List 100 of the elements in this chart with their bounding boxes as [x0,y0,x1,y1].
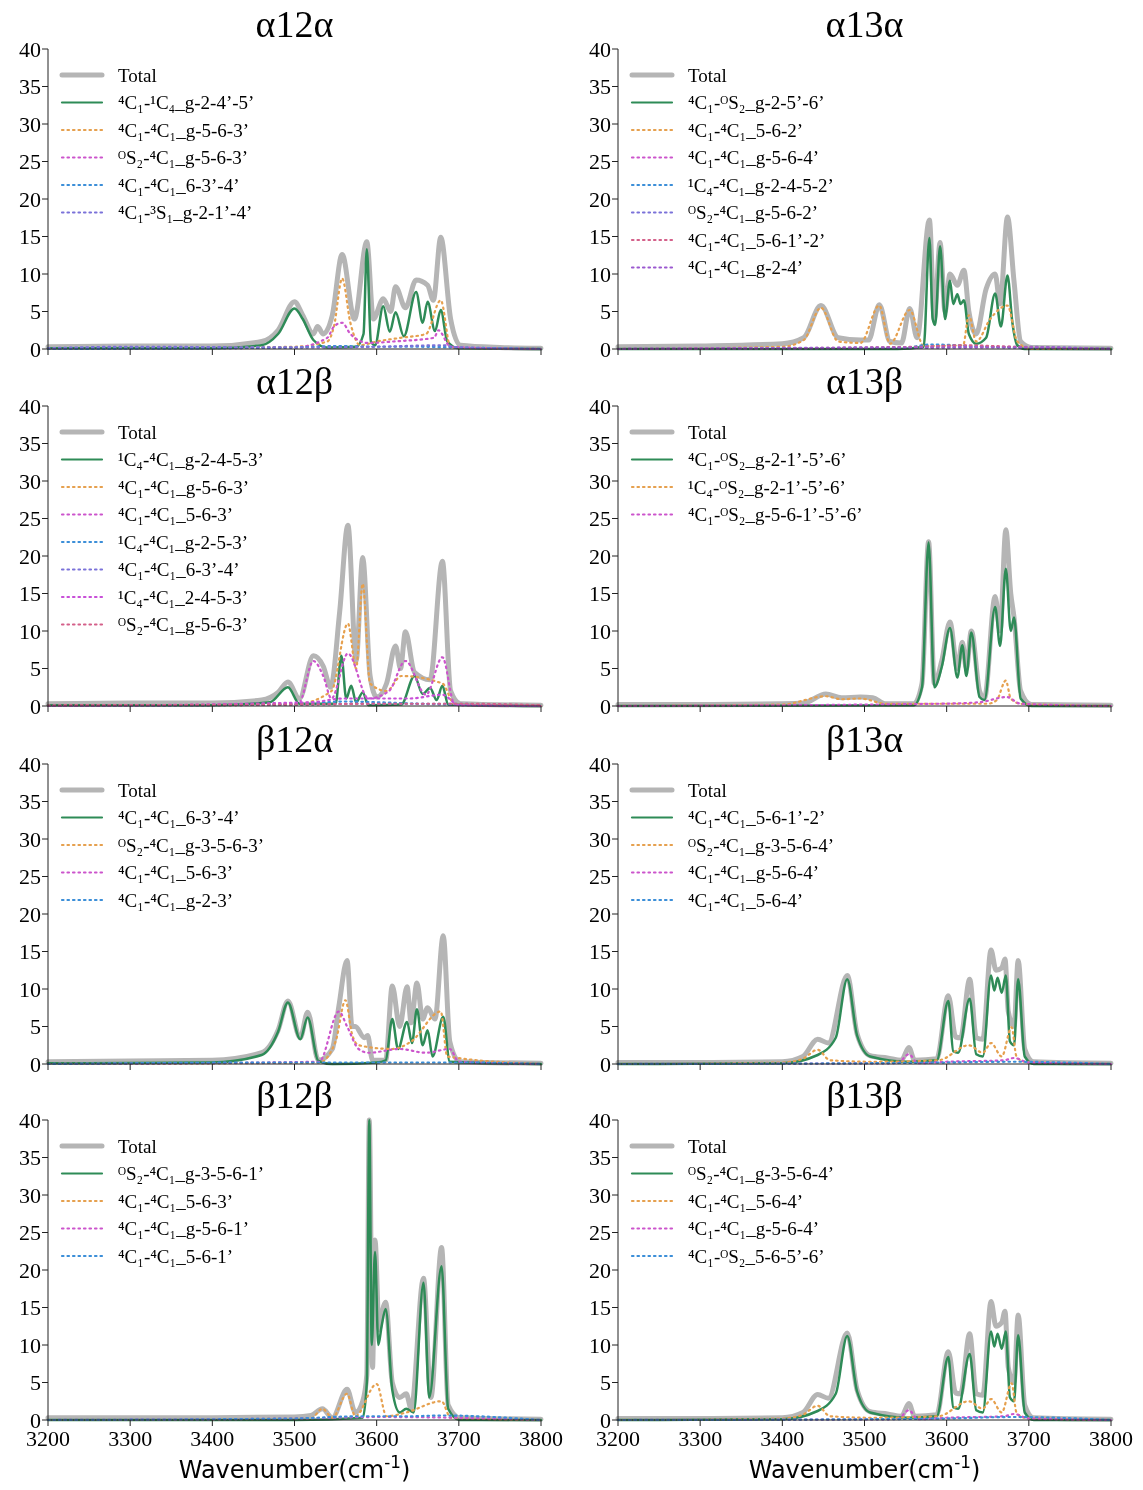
y-tick-label: 0 [30,693,41,719]
legend-label: ᴼS₂-⁴C₁_g-5-6-3’ [118,147,249,169]
chart-title: β13β [826,1074,903,1116]
x-tick-label: 3300 [678,1426,723,1451]
x-tick-label: 3700 [436,1426,481,1451]
y-tick-label: 30 [19,1182,41,1208]
y-tick-label: 40 [19,1107,41,1133]
legend-label: ⁴C₁-³S₁_g-2-1’-4’ [118,202,253,224]
legend-label: ⁴C₁-⁴C₁_5-6-3’ [118,1190,234,1212]
chart-title: β13α [825,718,904,760]
legend-label: ⁴C₁-⁴C₁_6-3’-4’ [118,174,240,196]
y-tick-label: 0 [600,1051,611,1077]
y-tick-label: 10 [589,261,611,287]
y-tick-label: 40 [19,751,41,777]
x-tick-label: 3800 [519,1426,563,1451]
x-tick-label: 3500 [842,1426,887,1451]
y-tick-label: 40 [589,393,611,419]
legend-label: ᴼS₂-⁴C₁_g-5-6-2’ [688,202,819,224]
y-tick-label: 15 [589,1295,611,1321]
y-tick-label: 20 [589,186,611,212]
y-tick-label: 20 [19,1257,41,1283]
legend-label: ¹C₄-⁴C₁_g-2-4-5-2’ [688,174,834,196]
legend-label: ᴼS₂-⁴C₁_g-3-5-6-4’ [688,834,835,856]
y-tick-label: 20 [19,543,41,569]
y-tick-label: 40 [589,36,611,62]
y-tick-label: 35 [19,74,41,100]
legend-label: Total [688,64,727,86]
legend-label: Total [118,64,157,86]
x-tick-label: 3600 [924,1426,969,1451]
y-tick-label: 20 [19,901,41,927]
y-tick-label: 15 [19,939,41,965]
y-tick-label: 35 [19,1145,41,1171]
legend-label: ⁴C₁-⁴C₁_5-6-3’ [118,504,234,526]
legend-label: ⁴C₁-⁴C₁_5-6-1’-2’ [688,807,826,829]
y-tick-label: 35 [589,789,611,815]
y-tick-label: 0 [600,1407,611,1433]
legend-label: ⁴C₁-⁴C₁_5-6-4’ [688,1190,804,1212]
legend-label: ⁴C₁-⁴C₁_6-3’-4’ [118,807,240,829]
y-tick-label: 0 [30,1407,41,1433]
legend-label: ᴼS₂-⁴C₁_g-5-6-3’ [118,614,249,636]
legend-label: Total [688,421,727,443]
y-tick-label: 30 [589,111,611,137]
y-tick-label: 35 [19,431,41,457]
y-tick-label: 0 [600,336,611,362]
y-tick-label: 5 [30,1014,41,1040]
y-tick-label: 30 [19,826,41,852]
legend-label: ⁴C₁-⁴C₁_5-6-1’ [118,1245,234,1267]
y-tick-label: 25 [19,1220,41,1246]
y-tick-label: 10 [589,618,611,644]
y-tick-label: 10 [19,976,41,1002]
x-tick-label: 3700 [1006,1426,1051,1451]
legend-label: ⁴C₁-⁴C₁_g-5-6-4’ [688,1218,819,1240]
x-tick-label: 3500 [272,1426,317,1451]
y-tick-label: 20 [589,1257,611,1283]
legend-label: ⁴C₁-⁴C₁_5-6-2’ [688,119,804,141]
x-axis-title: Wavenumber(cm$^{-1}$) [748,1452,981,1484]
y-tick-label: 30 [589,826,611,852]
y-tick-label: 10 [19,618,41,644]
y-tick-label: 25 [589,1220,611,1246]
y-tick-label: 30 [19,111,41,137]
y-tick-label: 10 [589,976,611,1002]
y-tick-label: 40 [589,751,611,777]
y-tick-label: 5 [30,1370,41,1396]
legend-label: ¹C₄-⁴C₁_g-2-5-3’ [118,531,249,553]
y-tick-label: 15 [19,581,41,607]
chart-title: β12α [255,718,334,760]
legend-label: ⁴C₁-ᴼS₂_g-2-1’-5’-6’ [688,449,847,471]
legend-label: ⁴C₁-⁴C₁_5-6-3’ [118,862,234,884]
legend-label: ⁴C₁-⁴C₁_g-2-4’ [688,257,804,279]
x-tick-label: 3400 [760,1426,805,1451]
legend-label: ᴼS₂-⁴C₁_g-3-5-6-1’ [118,1163,265,1185]
y-tick-label: 35 [589,74,611,100]
y-tick-label: 40 [19,393,41,419]
legend-label: ⁴C₁-⁴C₁_g-5-6-3’ [118,119,249,141]
y-tick-label: 15 [589,939,611,965]
y-tick-label: 15 [589,224,611,250]
y-tick-label: 0 [600,693,611,719]
legend-label: ᴼS₂-⁴C₁_g-3-5-6-3’ [118,834,265,856]
legend-label: ⁴C₁-⁴C₁_g-5-6-1’ [118,1218,249,1240]
y-tick-label: 5 [600,299,611,325]
legend-label: ⁴C₁-⁴C₁_5-6-1’-2’ [688,229,826,251]
legend-label: ⁴C₁-ᴼS₂_g-2-5’-6’ [688,92,825,114]
legend-label: ⁴C₁-⁴C₁_g-2-3’ [118,889,234,911]
x-tick-label: 3800 [1089,1426,1133,1451]
legend-label: ¹C₄-⁴C₁_g-2-4-5-3’ [118,449,264,471]
legend-label: ⁴C₁-⁴C₁_g-5-6-4’ [688,147,819,169]
y-tick-label: 35 [589,1145,611,1171]
y-tick-label: 25 [589,506,611,532]
y-tick-label: 30 [19,468,41,494]
y-tick-label: 25 [589,864,611,890]
y-tick-label: 40 [589,1107,611,1133]
y-tick-label: 20 [589,543,611,569]
legend-label: Total [688,1135,727,1157]
y-tick-label: 10 [19,1332,41,1358]
y-tick-label: 5 [600,1370,611,1396]
legend-label: ⁴C₁-ᴼS₂_g-5-6-1’-5’-6’ [688,504,863,526]
legend-label: ¹C₄-ᴼS₂_g-2-1’-5’-6’ [688,476,846,498]
y-tick-label: 20 [19,186,41,212]
chart-title: α12β [255,360,334,402]
y-tick-label: 25 [19,149,41,175]
